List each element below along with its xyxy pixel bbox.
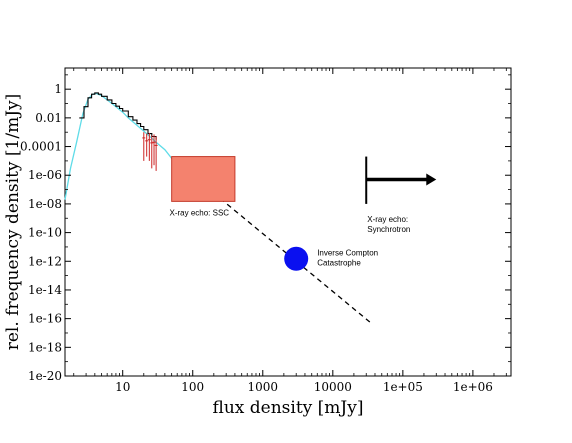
dashed-extrapolation-line [171, 157, 372, 324]
inverse-compton-label: Catastrophe [317, 259, 361, 268]
synchrotron-label: Synchrotron [367, 225, 410, 234]
series-layer [64, 92, 372, 324]
x-axis-label: flux density [mJy] [213, 398, 364, 418]
x-tick-label: 1000 [248, 380, 279, 394]
y-tick-label: 1e-06 [28, 168, 62, 182]
y-tick-label: 0.0001 [20, 140, 62, 154]
histogram-step-line [79, 92, 157, 140]
y-axis-ticks: 1 0.01 0.0001 1e-06 1e-08 1e-10 1e-12 1e-14 1e-1… [20, 74, 511, 383]
ssc-echo-label: X-ray echo: SSC [169, 208, 229, 217]
inverse-compton-marker [284, 246, 309, 271]
y-tick-label: 1e-18 [28, 340, 62, 354]
x-axis-ticks: 10 100 1000 10000 1e+05 1e+06 [73, 68, 507, 394]
x-tick-label: 10 [115, 380, 130, 394]
y-tick-label: 1e-14 [28, 283, 62, 297]
x-tick-label: 100 [181, 380, 204, 394]
synchrotron-label: X-ray echo: [367, 215, 408, 224]
y-axis-label: rel. frequency density [1/mJy] [3, 94, 23, 351]
x-tick-label: 1e+05 [383, 380, 423, 394]
x-tick-label: 10000 [314, 380, 352, 394]
synchrotron-arrow-head [426, 173, 437, 186]
ssc-echo-box [171, 156, 236, 202]
plot-frame [64, 67, 512, 377]
y-tick-label: 0.01 [35, 111, 62, 125]
y-tick-label: 1e-16 [28, 312, 62, 326]
annotation-layer: X-ray echo: SSC Inverse ComptonCatastroph… [169, 156, 437, 271]
x-tick-label: 1e+06 [453, 380, 493, 394]
y-tick-label: 1 [54, 82, 62, 96]
y-tick-label: 1e-08 [28, 197, 62, 211]
y-tick-label: 1e-20 [28, 369, 62, 383]
y-tick-label: 1e-10 [28, 226, 62, 240]
y-tick-label: 1e-12 [28, 254, 62, 268]
inverse-compton-label: Inverse Compton [317, 249, 378, 258]
